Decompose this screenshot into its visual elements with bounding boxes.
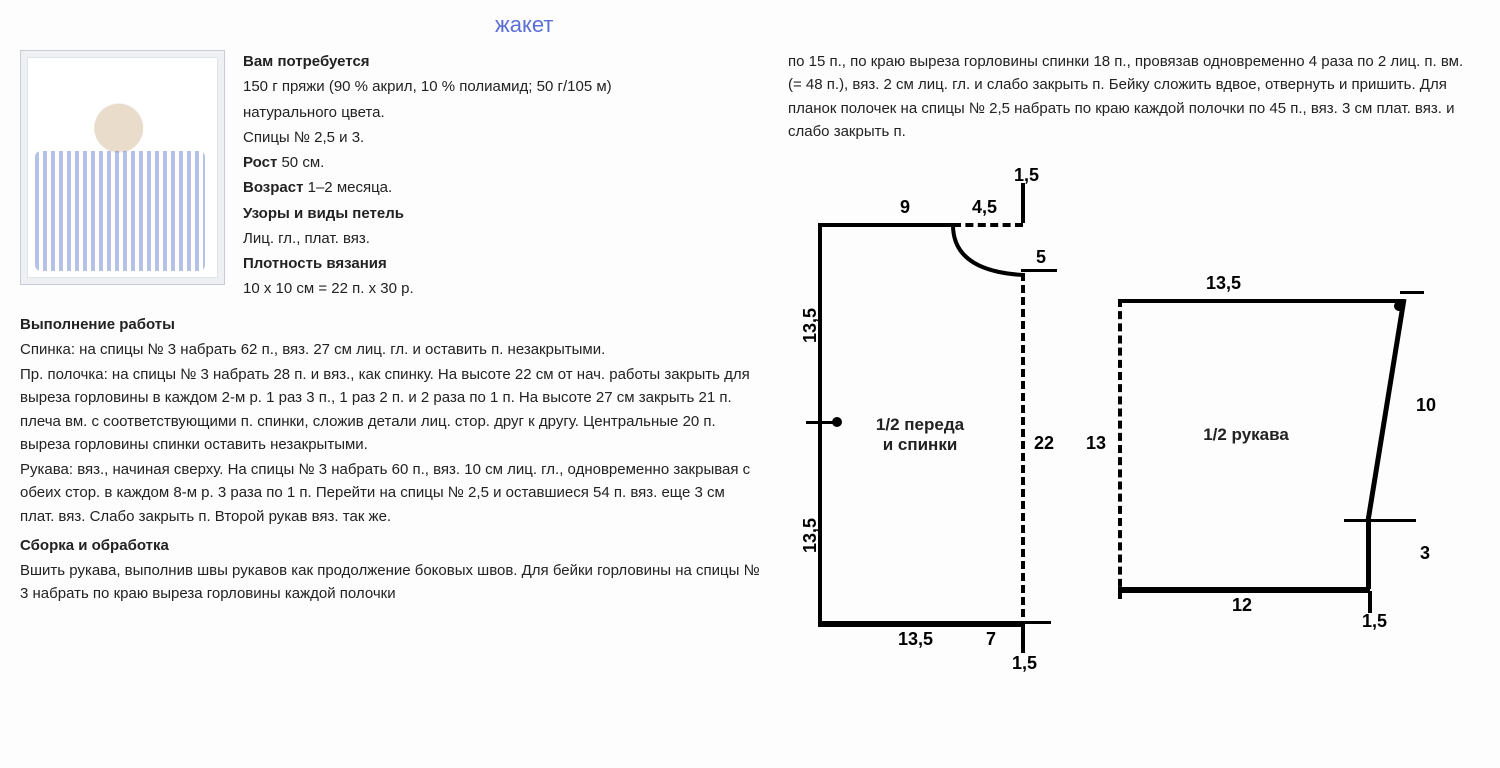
dim-label: 13,5 [1206,273,1241,294]
work-p3: Рукава: вяз., начиная сверху. На спицы №… [20,458,760,528]
dim-label: 9 [900,197,910,218]
work-heading: Выполнение работы [20,313,760,336]
finish-section: Сборка и обработка Вшить рукава, выполни… [20,534,760,606]
dim-label: 13 [1086,433,1106,454]
dim-label: 1,5 [1014,165,1039,186]
work-p1: Спинка: на спицы № 3 набрать 62 п., вяз.… [20,338,760,361]
dim-label: 10 [1416,395,1436,416]
need-line-1: 150 г пряжи (90 % акрил, 10 % полиамид; … [243,75,612,98]
neckline-curve [938,221,1028,291]
finish-p2: по 15 п., по краю выреза горловины спинк… [788,50,1468,143]
line [818,621,1023,627]
content-columns: Вам потребуется 150 г пряжи (90 % акрил,… [20,50,1480,663]
right-column: по 15 п., по краю выреза горловины спинк… [788,50,1468,663]
dim-label: 1,5 [1362,611,1387,632]
piece-label-front-back: 1/2 переда и спинки [850,415,990,455]
finish-heading: Сборка и обработка [20,534,760,557]
need-heading: Вам потребуется [243,53,370,70]
line [1021,183,1025,223]
line [1366,519,1371,589]
dim-label: 5 [1036,247,1046,268]
page-title: жакет [495,12,1480,38]
finish-p1: Вшить рукава, выполнив швы рукавов как п… [20,559,760,606]
work-section: Выполнение работы Спинка: на спицы № 3 н… [20,313,760,528]
dot [832,417,842,427]
patterns-v: Лиц. гл., плат. вяз. [243,227,612,250]
age-v: 1–2 месяца. [303,179,392,196]
age-h: Возраст [243,179,303,196]
sleeve-side [1118,299,1418,609]
work-p2: Пр. полочка: на спицы № 3 набрать 28 п. … [20,363,760,456]
line [1368,591,1372,613]
pattern-schematic: 1,5 9 4,5 5 13,5 13,5 22 13,5 7 1,5 1/2 … [788,163,1428,663]
dim-label: 13,5 [800,308,821,343]
line [1021,621,1051,624]
patterns-h: Узоры и виды петель [243,205,404,222]
piece-label-sleeve: 1/2 рукава [1176,425,1316,445]
garment-photo [20,50,225,285]
line [1021,625,1025,653]
gauge-h: Плотность вязания [243,255,387,272]
line [1400,291,1424,294]
dim-label: 13,5 [898,629,933,650]
line [1021,273,1025,653]
line [1118,587,1370,593]
dim-label: 1,5 [1012,653,1037,674]
dim-label: 22 [1034,433,1054,454]
line [1344,519,1416,522]
dot [1394,301,1404,311]
dim-label: 3 [1420,543,1430,564]
intro-block: Вам потребуется 150 г пряжи (90 % акрил,… [20,50,760,303]
needles: Спицы № 2,5 и 3. [243,126,612,149]
dim-label: 7 [986,629,996,650]
gauge-v: 10 х 10 см = 22 п. х 30 р. [243,277,612,300]
height-v: 50 см. [277,154,324,171]
need-line-2: натурального цвета. [243,101,612,124]
height-h: Рост [243,154,277,171]
dim-label: 12 [1232,595,1252,616]
left-column: Вам потребуется 150 г пряжи (90 % акрил,… [20,50,760,663]
dim-label: 4,5 [972,197,997,218]
line [818,223,953,227]
line [806,421,834,424]
line [1021,269,1057,272]
dim-label: 13,5 [800,518,821,553]
spec-block: Вам потребуется 150 г пряжи (90 % акрил,… [243,50,612,303]
